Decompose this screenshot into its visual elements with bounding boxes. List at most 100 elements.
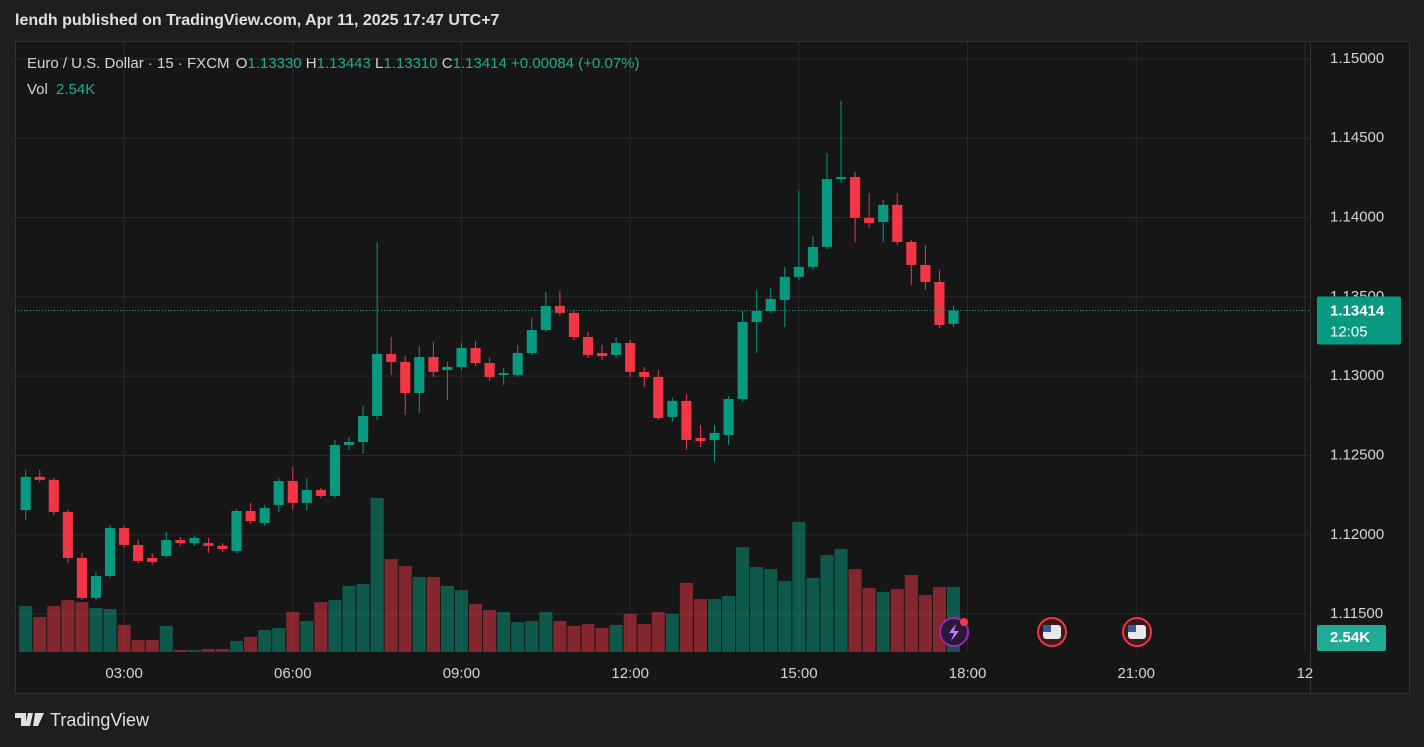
open-label: O [236, 55, 248, 72]
candle-body [737, 321, 748, 400]
volume-bar [806, 578, 820, 652]
volume-legend: Vol 2.54K [27, 81, 95, 98]
volume-bar [679, 582, 693, 652]
volume-bar [567, 625, 581, 652]
volume-bar [159, 625, 173, 652]
volume-bar [314, 602, 328, 652]
volume-bar [19, 605, 33, 652]
high-value: 1.13443 [317, 55, 371, 72]
volume-bar [707, 599, 722, 652]
publish-header: lendh published on TradingView.com, Apr … [15, 12, 500, 29]
y-tick-label: 1.12500 [1330, 446, 1384, 463]
candle-body [175, 540, 186, 544]
candle-body [625, 343, 636, 372]
volume-bar [525, 621, 539, 652]
x-tick-label: 18:00 [949, 665, 987, 682]
candle-body [358, 415, 369, 443]
volume-bar [834, 548, 848, 652]
y-tick-label: 1.14500 [1330, 129, 1384, 146]
candle-body [864, 217, 875, 223]
candle-body [765, 298, 776, 311]
volume-axis-box [1317, 625, 1386, 651]
candle-body [245, 510, 256, 521]
candle-body [400, 361, 411, 393]
last-price-box [1317, 296, 1401, 345]
volume-bar [61, 600, 75, 652]
high-label: H [306, 55, 317, 72]
volume-bar [890, 589, 904, 652]
volume-bar [497, 612, 511, 652]
candle-body [723, 399, 734, 436]
candle-body [414, 356, 425, 393]
volume-bar [848, 569, 862, 652]
candle-body [779, 276, 790, 300]
candle-body [709, 432, 720, 440]
candle-body [611, 343, 622, 355]
candle-body [807, 246, 818, 267]
volume-bar [131, 639, 145, 652]
candle-body [498, 373, 509, 375]
candle-body [273, 481, 284, 505]
candle-body [906, 242, 917, 266]
y-tick-label: 1.13000 [1330, 367, 1384, 384]
x-tick-label: 03:00 [105, 665, 143, 682]
candle-body [287, 481, 298, 503]
candle-body [20, 476, 31, 511]
candle-body [259, 507, 270, 523]
close-value: 1.13414 [453, 55, 507, 72]
x-tick-label: 21:00 [1117, 665, 1155, 682]
open-value: 1.13330 [247, 55, 301, 72]
footer-brand: TradingView [50, 710, 150, 730]
volume-bar [103, 609, 117, 652]
flag-canton [1043, 625, 1051, 632]
chart-frame [15, 41, 1410, 694]
candle-body [231, 510, 242, 551]
candle-body [90, 576, 102, 598]
volume-bar [187, 649, 201, 652]
volume-bar [792, 522, 806, 652]
candle-body [695, 438, 706, 442]
candle-body [470, 347, 481, 364]
x-tick-label: 12 [1297, 665, 1314, 682]
volume-bar [300, 621, 314, 652]
volume-bar [75, 602, 89, 652]
candle-body [653, 376, 664, 419]
candle-body [48, 479, 59, 512]
x-tick-label: 12:00 [611, 665, 649, 682]
symbol: Euro / U.S. Dollar · 15 · FXCM [27, 55, 230, 72]
flag-canton [1128, 625, 1136, 632]
change: +0.00084 (+0.07%) [511, 55, 639, 72]
volume-bar [89, 608, 103, 652]
volume-bar [483, 610, 497, 652]
volume-bar [440, 586, 454, 652]
volume-bar [637, 624, 651, 652]
volume-bar [412, 577, 426, 652]
footer-logo [15, 713, 44, 726]
volume-bar [918, 594, 932, 652]
candle-body [428, 356, 439, 372]
volume-bar [328, 600, 342, 652]
candle-body [161, 540, 172, 557]
candle-body [217, 545, 228, 549]
candle-body [596, 353, 608, 357]
x-tick-label: 15:00 [780, 665, 818, 682]
candle-body [920, 265, 931, 282]
candle-body [372, 353, 383, 416]
candle-body [329, 445, 341, 496]
volume-bar [244, 636, 258, 652]
x-tick-label: 06:00 [274, 665, 312, 682]
low-label: L [375, 55, 383, 72]
candle-body [147, 557, 158, 562]
event-icons [939, 617, 1152, 647]
volume-bar [272, 627, 286, 652]
candle-body [850, 176, 861, 218]
volume-bar [553, 621, 567, 652]
volume-bar [820, 555, 834, 652]
candle-body [878, 204, 889, 223]
volume-bar [173, 649, 187, 652]
candle-body [793, 266, 804, 277]
volume-bar [33, 616, 47, 652]
candles [15, 101, 1310, 600]
candle-body [512, 353, 523, 375]
